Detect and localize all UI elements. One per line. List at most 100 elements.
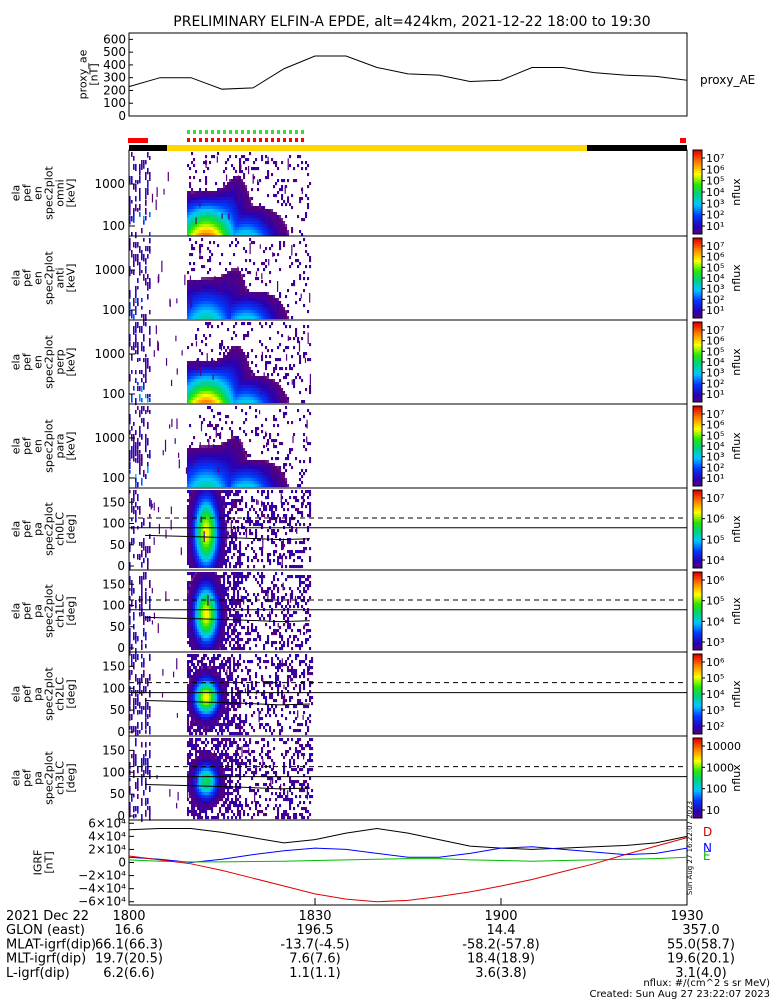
panel-ch0LC-cell [257, 538, 260, 542]
panel-para-cell [164, 439, 167, 452]
panel-omni-cell [221, 224, 224, 228]
panel-perp-cell [187, 391, 190, 395]
panel-perp-cell [235, 346, 238, 350]
panel-ch0LC-cell [193, 523, 196, 527]
panel-omni-cell [207, 215, 210, 219]
panel-omni-cell [277, 221, 280, 225]
panel-perp-cell [235, 349, 238, 353]
panel-anti-cell [249, 298, 252, 302]
panel-omni-cell [266, 216, 268, 226]
panel-ch0LC-cell [195, 502, 198, 506]
panel-ch0LC-cell [205, 517, 208, 521]
panel-para-cell [233, 478, 236, 482]
panel-perp-cell [265, 382, 268, 386]
panel-omni-cell [249, 203, 252, 207]
panel-para-cell [247, 478, 250, 482]
panel-ch1LC-cell [201, 593, 204, 597]
panel-omni-cell [217, 197, 220, 201]
panel-perp-cell [227, 397, 230, 401]
panel-omni-cell [197, 194, 200, 198]
panel-anti-cell [221, 289, 224, 293]
panel-ch0LC-cell [209, 523, 212, 527]
panel-omni-cell [135, 232, 137, 239]
panel-perp-cell [247, 373, 250, 377]
panel-omni-cell [267, 215, 270, 219]
panel-omni-cell [227, 188, 230, 192]
panel-omni-cell [255, 206, 258, 210]
panel-omni-cell [281, 230, 284, 234]
panel-omni-cell [197, 233, 200, 237]
panel-para-cell [225, 415, 228, 419]
panel-ch0LC-cell [187, 562, 190, 566]
panel-perp-cell [141, 346, 143, 352]
panel-anti-cell [203, 304, 206, 308]
panel-omni-cell [213, 230, 216, 234]
panel-ch1LC-cell [199, 587, 202, 591]
panel-omni-cell [223, 230, 226, 234]
panel-anti-cell [197, 310, 200, 314]
panel-perp-cell [287, 373, 290, 377]
panel-omni-cell [255, 167, 258, 171]
panel-ch0LC-cell [227, 490, 230, 494]
panel-ch0LC-cell [193, 514, 196, 518]
panel-ch0LC-cell [231, 538, 234, 542]
panel-perp-cell [193, 400, 196, 404]
panel-perp-cell [197, 358, 200, 362]
panel-anti-cell [241, 307, 244, 311]
panel-anti-cell [227, 310, 230, 314]
panel-ch0LC-cell [245, 490, 248, 494]
panel-anti-cell [277, 316, 280, 320]
panel-ch1LC-cell [193, 602, 196, 606]
panel-ch0LC-cell [309, 514, 312, 518]
panel-omni-cell [155, 199, 157, 210]
panel-para-cell [189, 457, 192, 461]
panel-perp-cell [203, 361, 206, 365]
panel-para-cell [271, 484, 274, 488]
panel-ch0LC-cell [203, 529, 206, 533]
panel-perp-cell [145, 370, 147, 375]
panel-para-cell [197, 469, 200, 473]
panel-omni-cell [265, 221, 268, 225]
panel-omni-cell [239, 206, 242, 210]
panel-ch1LC-cell [187, 593, 190, 597]
panel-para-cell [277, 478, 280, 482]
panel-anti-cell [233, 271, 236, 275]
panel-ch0LC-cell [199, 541, 202, 545]
panel-anti-cell [191, 292, 194, 296]
panel-para-cell [267, 448, 270, 452]
panel-ch0LC-cell [213, 544, 216, 548]
panel-perp-cell [223, 346, 226, 350]
panel-para-cell [259, 484, 262, 488]
panel-anti-cell [263, 268, 266, 272]
panel-omni-cell [191, 191, 194, 195]
panel-ch0LC-cell [217, 520, 220, 524]
panel-anti-cell [189, 316, 192, 320]
panel-perp-cell [231, 337, 234, 341]
panel-omni-cell [189, 212, 192, 216]
panel-para-cell [195, 481, 198, 485]
panel-omni-cell [229, 182, 232, 186]
panel-perp-cell [249, 367, 252, 371]
panel-perp-cell [170, 379, 173, 387]
panel-omni-cell [271, 158, 274, 162]
panel-perp-cell [305, 352, 308, 356]
panel-anti-cell [223, 307, 226, 311]
panel-anti-cell [203, 313, 206, 317]
panel-ch0LC-cell [241, 496, 244, 500]
panel-anti-cell [291, 283, 294, 287]
panel-ch0LC-cell [189, 490, 192, 494]
panel-ch0LC-cell [187, 520, 190, 524]
panel-ch0LC-cell [209, 499, 212, 503]
panel-anti-cell [187, 301, 190, 305]
panel-para-cell [261, 460, 264, 464]
panel-ch1LC-cell [193, 572, 196, 576]
panel-perp-cell [207, 322, 210, 326]
panel-perp-cell [295, 328, 298, 332]
panel-para-cell [145, 446, 147, 453]
panel-anti-cell [199, 286, 202, 290]
panel-para-cell [285, 478, 288, 482]
panel-omni-cell [257, 233, 260, 237]
panel-anti-cell [295, 292, 298, 296]
panel-ch0LC-cell [199, 538, 202, 542]
panel-ch0LC-cell [223, 556, 226, 560]
